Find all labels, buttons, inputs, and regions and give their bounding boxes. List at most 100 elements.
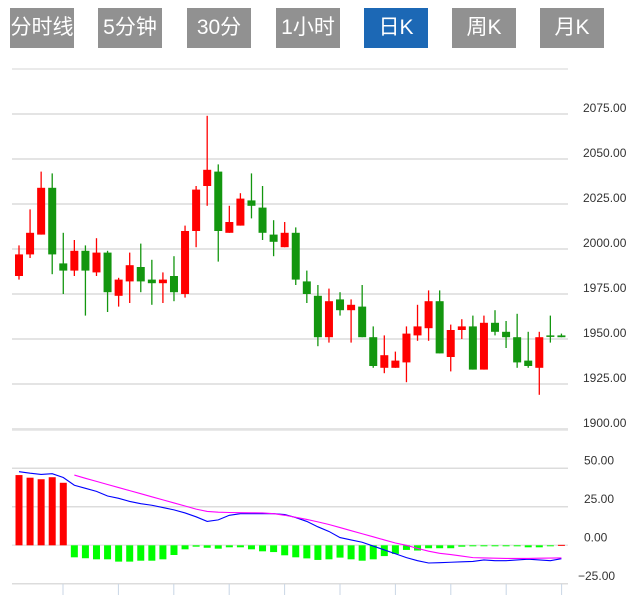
- macd-bar-negative: [148, 545, 156, 561]
- macd-bar-negative: [513, 545, 521, 547]
- macd-bar-negative: [325, 545, 333, 560]
- macd-bar-negative: [369, 545, 377, 560]
- candle-down: [546, 315, 555, 343]
- tab-daily-k[interactable]: 日K: [364, 8, 428, 48]
- macd-bar-negative: [524, 545, 532, 548]
- candle-body: [48, 187, 57, 255]
- macd-bar-negative: [259, 545, 267, 552]
- candle-down: [524, 331, 533, 368]
- macd-bar-negative: [425, 545, 433, 549]
- candle-body: [169, 276, 178, 293]
- candle-up: [37, 171, 46, 235]
- candle-up: [203, 115, 212, 206]
- macd-bar-positive: [557, 544, 565, 546]
- tab-5min[interactable]: 5分钟: [98, 8, 162, 48]
- candle-body: [70, 250, 79, 271]
- candle-down: [513, 313, 522, 368]
- y-tick-label: 2000.00: [583, 236, 627, 250]
- candle-body: [324, 301, 333, 338]
- y-tick-label: 1950.00: [583, 326, 627, 340]
- candle-up: [125, 252, 134, 303]
- macd-bar-negative: [469, 545, 477, 547]
- macd-bar-negative: [546, 545, 554, 547]
- macd-bar-positive: [26, 477, 34, 546]
- macd-bar-negative: [214, 545, 222, 549]
- candle-down: [302, 270, 311, 303]
- candle-body: [336, 299, 345, 311]
- macd-bar-positive: [37, 479, 45, 546]
- candle-body: [502, 331, 511, 338]
- y-tick-label: 1900.00: [583, 416, 627, 430]
- candle-down: [369, 326, 378, 368]
- candle-body: [424, 301, 433, 329]
- candle-body: [557, 335, 566, 338]
- macd-panel: [15, 471, 565, 564]
- candle-body: [258, 207, 267, 233]
- candle-body: [435, 301, 444, 354]
- candle-body: [225, 222, 234, 233]
- candle-body: [546, 335, 555, 337]
- candle-up: [446, 324, 455, 372]
- candles: [15, 115, 566, 395]
- candle-down: [313, 285, 322, 347]
- y-tick-label: −25.00: [578, 569, 615, 583]
- candle-body: [15, 254, 23, 276]
- candle-up: [192, 186, 201, 248]
- tab-1hour[interactable]: 1小时: [276, 8, 340, 48]
- macd-bar-negative: [192, 545, 200, 547]
- candle-body: [37, 187, 46, 235]
- candle-up: [324, 288, 333, 343]
- candle-body: [402, 333, 411, 363]
- candle-up: [280, 222, 289, 248]
- tab-30min[interactable]: 30分钟: [187, 8, 251, 79]
- macd-bar-negative: [502, 545, 510, 547]
- candle-body: [114, 279, 123, 296]
- candle-body: [491, 322, 500, 332]
- tab-intraday[interactable]: 分时线: [10, 8, 74, 48]
- macd-bar-negative: [380, 545, 388, 557]
- candle-down: [59, 232, 68, 294]
- macd-grid: 50.00 25.00 0.00 −25.00: [12, 429, 615, 595]
- macd-bar-negative: [336, 545, 344, 558]
- macd-bar-negative: [391, 545, 399, 554]
- candle-body: [269, 234, 278, 242]
- candle-up: [424, 290, 433, 341]
- macd-bar-negative: [181, 545, 189, 550]
- y-tick-label: 2025.00: [583, 191, 627, 205]
- candle-body: [236, 198, 245, 226]
- candle-up: [535, 331, 544, 395]
- candle-body: [136, 267, 145, 282]
- y-tick-label: 1925.00: [583, 371, 627, 385]
- candle-body: [302, 281, 311, 294]
- candle-down: [435, 290, 444, 354]
- candle-up: [158, 272, 167, 303]
- tab-monthly-k[interactable]: 月K: [540, 8, 604, 48]
- macd-bar-negative: [292, 545, 300, 558]
- candle-body: [247, 200, 256, 206]
- candle-body: [291, 232, 300, 280]
- candle-body: [446, 330, 455, 357]
- macd-bar-negative: [247, 545, 255, 550]
- candle-down: [214, 164, 223, 262]
- candle-down: [258, 186, 267, 240]
- tab-weekly-k[interactable]: 周K: [452, 8, 516, 48]
- macd-bar-positive: [59, 482, 67, 546]
- macd-bar-negative: [126, 545, 134, 562]
- price-grid: 2075.00 2050.00 2025.00 2000.00 1975.00 1950.…: [12, 68, 627, 430]
- candle-body: [103, 252, 112, 293]
- candle-body: [524, 360, 533, 366]
- macd-bar-negative: [92, 545, 100, 560]
- candle-body: [313, 295, 322, 338]
- macd-bar-negative: [358, 545, 366, 561]
- candle-body: [457, 326, 466, 330]
- candle-down: [269, 220, 278, 257]
- candle-body: [468, 326, 477, 370]
- y-tick-label: 25.00: [584, 492, 614, 506]
- candle-up: [26, 209, 35, 258]
- macd-bar-negative: [81, 545, 89, 559]
- candle-down: [247, 173, 256, 219]
- macd-bar-negative: [347, 545, 355, 560]
- candle-body: [380, 355, 389, 368]
- candle-body: [391, 360, 400, 368]
- macd-bar-negative: [137, 545, 145, 561]
